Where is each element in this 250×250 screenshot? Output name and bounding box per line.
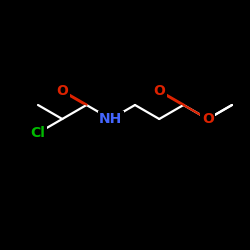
Text: NH: NH [99, 112, 122, 126]
Text: O: O [56, 84, 68, 98]
Text: Cl: Cl [30, 126, 46, 140]
Text: O: O [202, 112, 214, 126]
Text: O: O [153, 84, 165, 98]
